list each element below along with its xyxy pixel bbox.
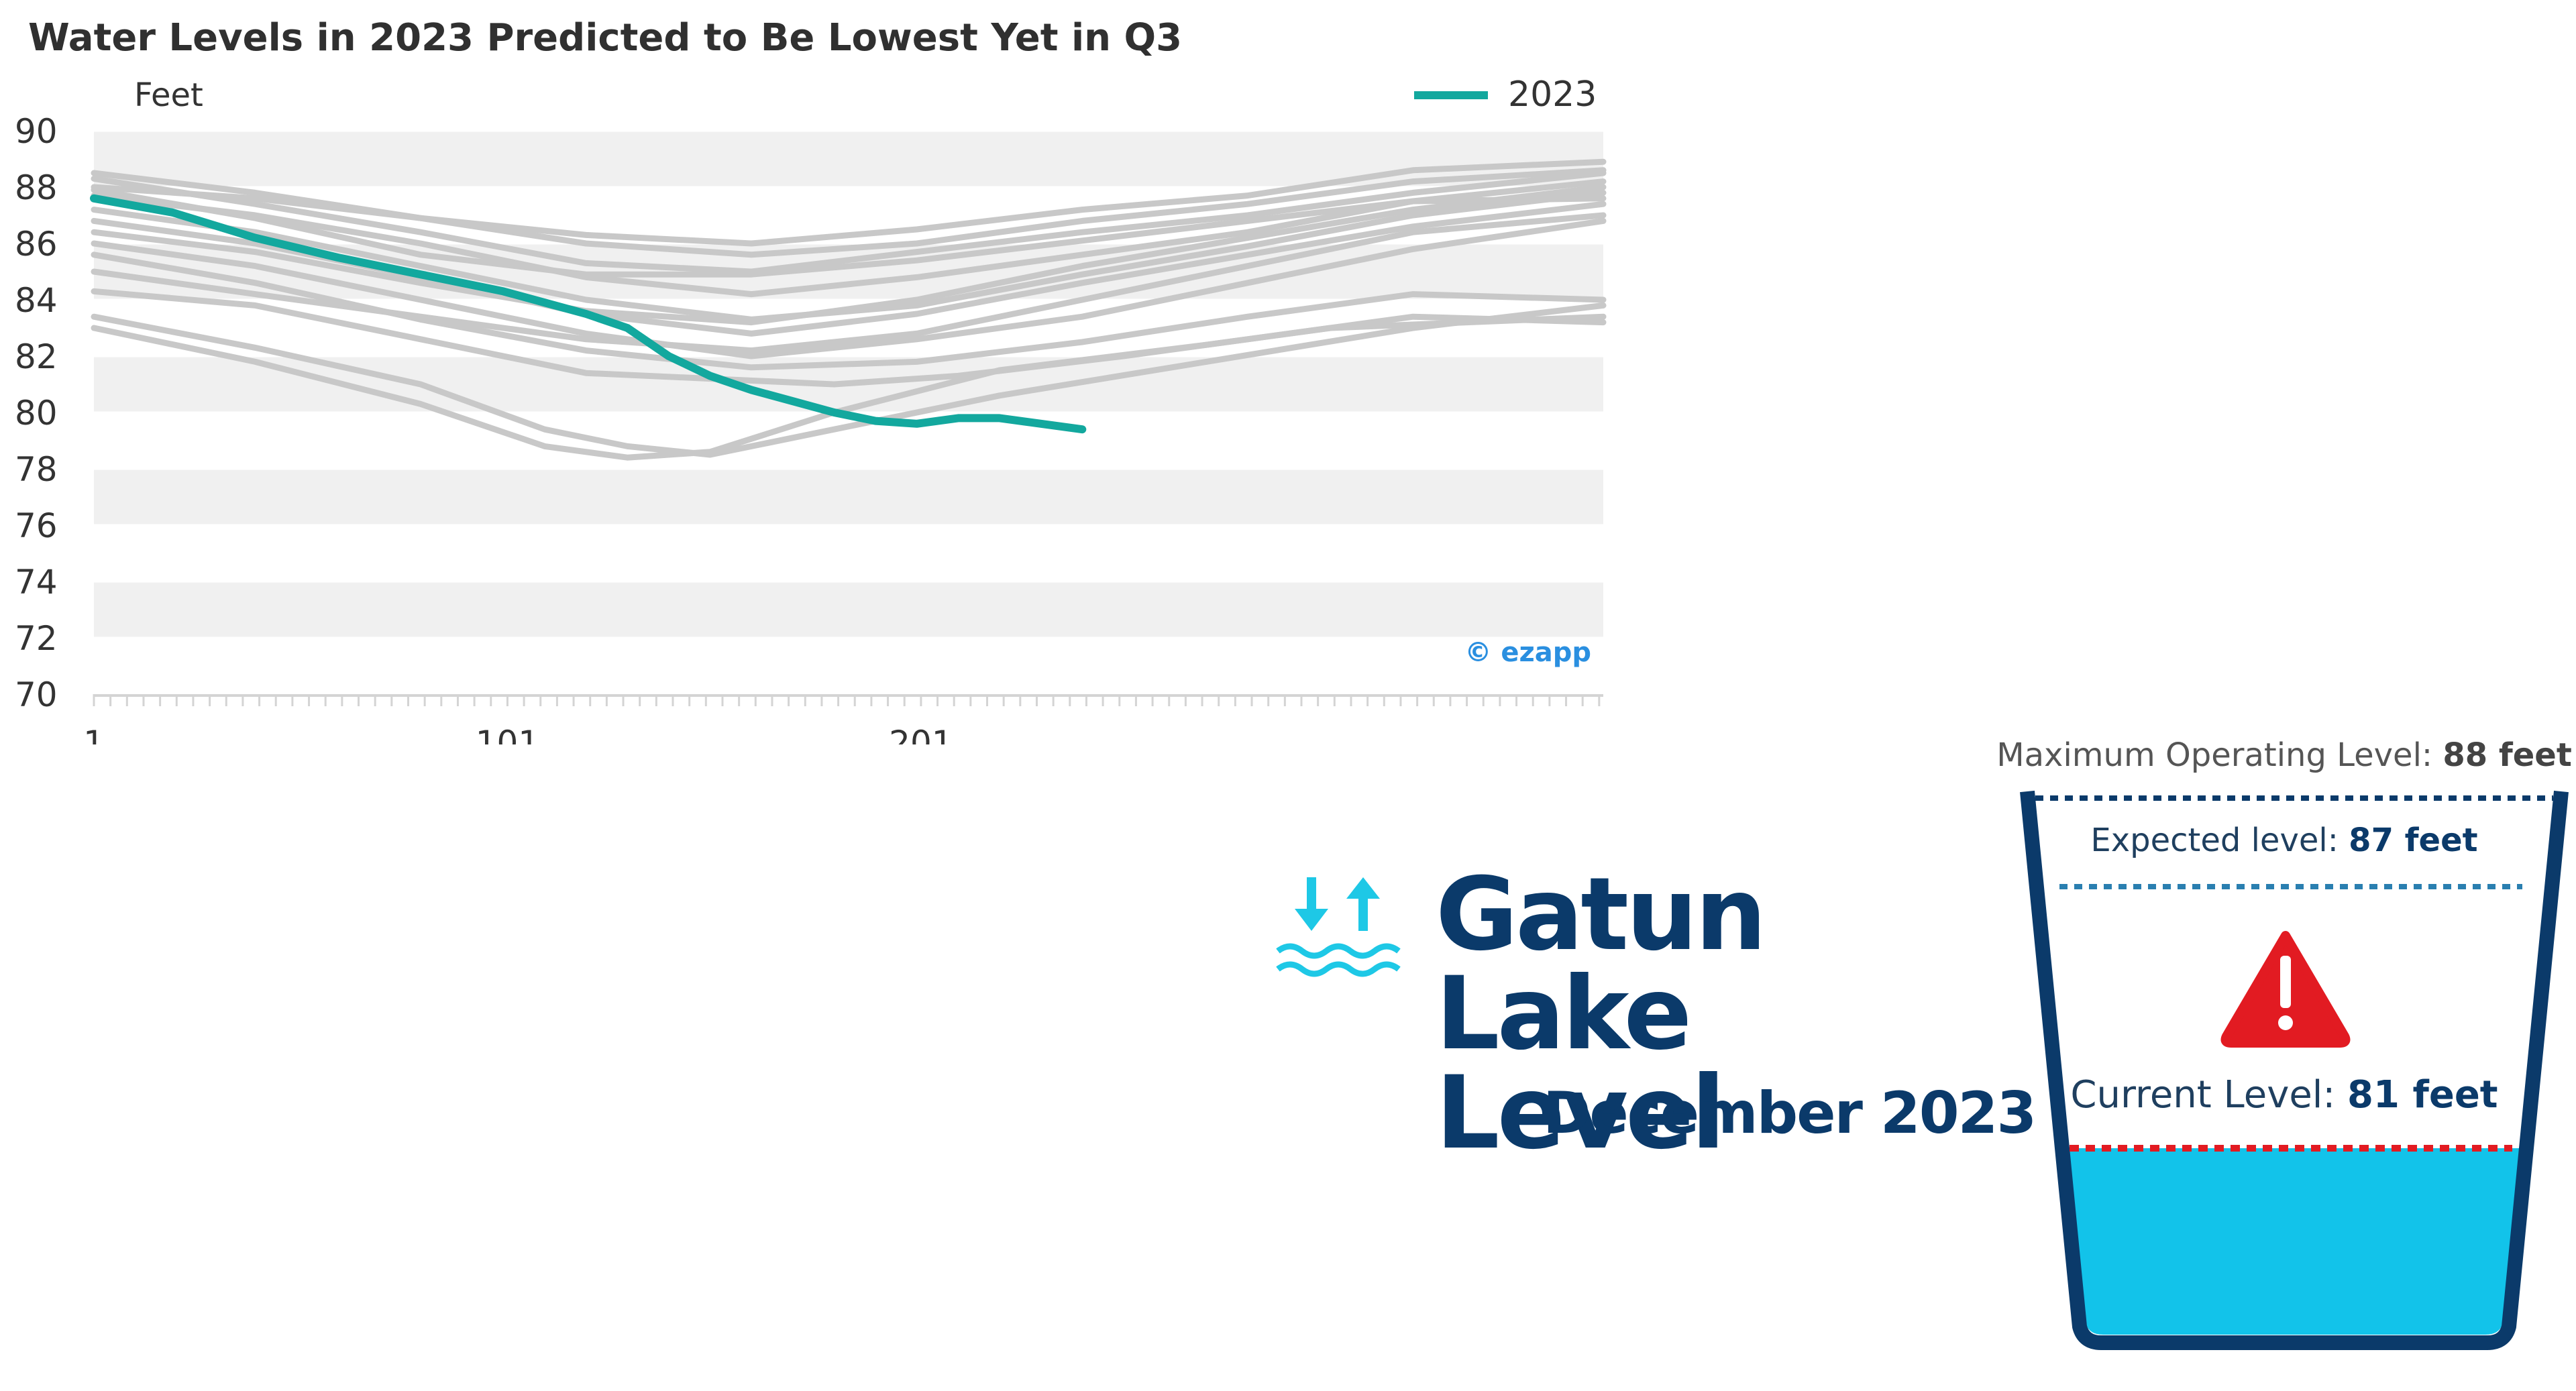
y-tick-label: 78: [15, 450, 58, 489]
series-historical-line: [91, 313, 1607, 461]
y-tick-label: 74: [15, 563, 58, 602]
infographic-date: December 2023: [1543, 1080, 2037, 1147]
max-operating-level: Maximum Operating Level: 88 feet: [1996, 736, 2572, 774]
series-historical-line: [91, 158, 1607, 247]
lake-level-glass: [2020, 790, 2569, 1350]
y-tick-label: 70: [15, 675, 58, 714]
series-lines: [90, 158, 1607, 461]
x-axis-line: [94, 694, 1603, 697]
x-axis-ticks: 1 101 201: [83, 724, 953, 744]
y-tick-label: 88: [15, 168, 58, 207]
line-chart: 90 88 86 84 82 80 78 76 74 72 70 1 101 201 Feet 2023…: [15, 74, 1607, 744]
y-tick-label: 72: [15, 619, 58, 658]
x-tick-label: 1: [83, 724, 105, 744]
series-historical-line: [91, 186, 1607, 278]
y-axis-label: Feet: [134, 76, 203, 114]
series-historical-line: [91, 178, 1607, 298]
title-line-1: Gatun Lake: [1436, 856, 1767, 1072]
title-line-2: Level: [1436, 1055, 1725, 1172]
chart-title: Water Levels in 2023 Predicted to Be Low…: [28, 16, 1183, 60]
y-axis-ticks: 90 88 86 84 82 80 78 76 74 72 70: [15, 112, 58, 714]
y-tick-label: 82: [15, 337, 58, 376]
watermark-text: © ezapp: [1464, 637, 1591, 668]
series-historical-line: [91, 212, 1607, 354]
x-tick-label: 101: [476, 724, 539, 744]
water-level-up-down-icon: [1276, 877, 1401, 977]
glass-outline: [2020, 790, 2569, 1350]
y-tick-label: 90: [15, 112, 58, 151]
current-level: Current Level: 81 feet: [2070, 1073, 2498, 1117]
y-tick-label: 80: [15, 394, 58, 433]
series-2023-line: [90, 194, 1087, 434]
warning-triangle-icon: [2220, 931, 2351, 1048]
x-axis: [93, 694, 1603, 706]
x-tick-label: 201: [889, 724, 953, 744]
expected-level: Expected level: 87 feet: [2090, 822, 2478, 859]
legend-label: 2023: [1508, 74, 1597, 115]
grid-band: [94, 581, 1603, 638]
infographic-title: Gatun Lake Level: [1436, 865, 2012, 1164]
y-tick-label: 84: [15, 281, 58, 320]
series-historical-line: [91, 184, 1607, 326]
grid-band: [94, 469, 1603, 525]
series-historical-line: [91, 170, 1607, 275]
y-tick-label: 86: [15, 225, 58, 264]
water-fill: [2034, 1148, 2555, 1335]
y-tick-label: 76: [15, 506, 58, 545]
series-historical-line: [91, 252, 1607, 371]
series-historical-line: [91, 217, 1607, 359]
